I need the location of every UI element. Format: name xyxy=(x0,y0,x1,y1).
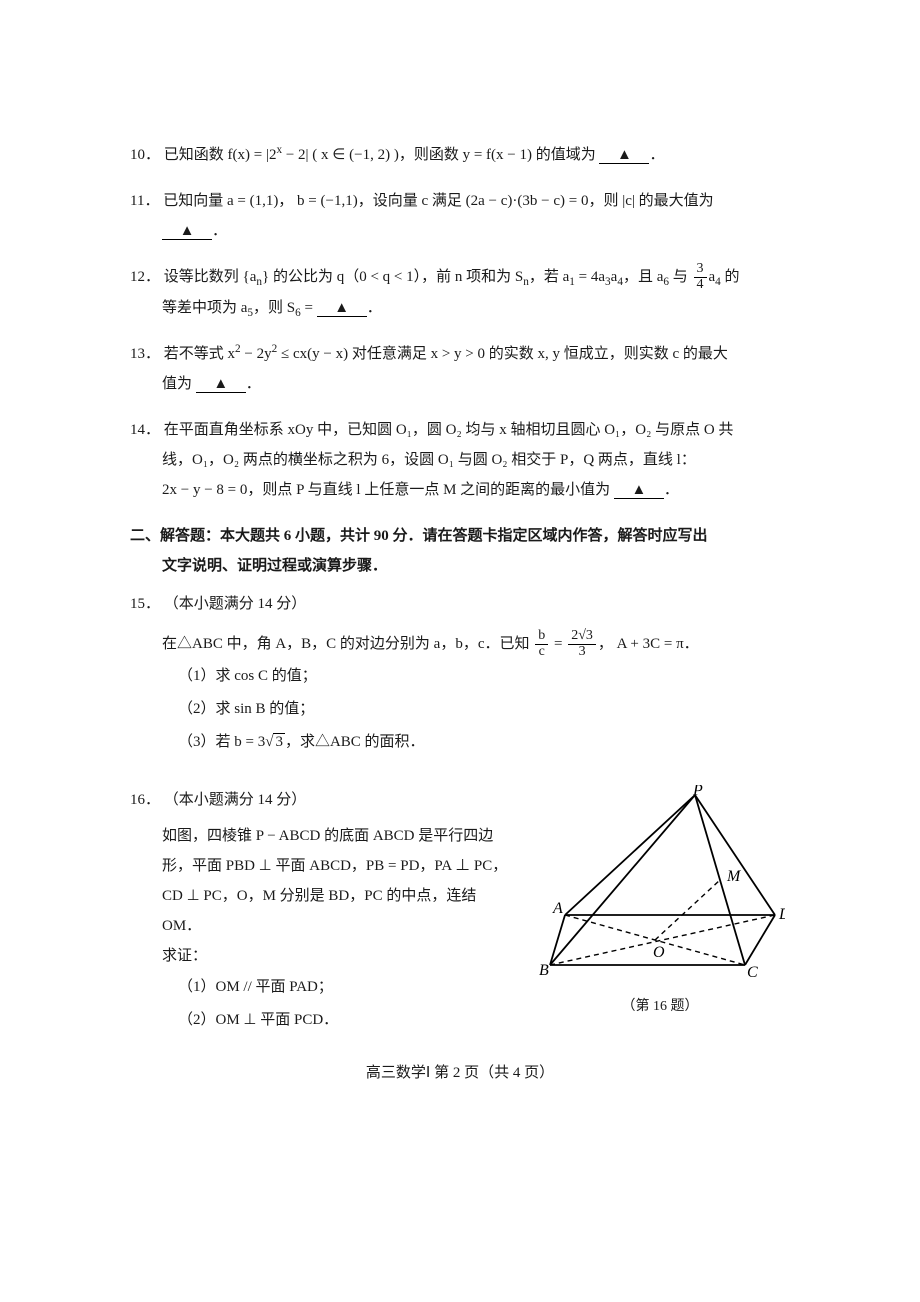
problem-text-line2: 等差中项为 a5，则 S6 = ▲． xyxy=(130,293,790,323)
label-M: M xyxy=(726,868,742,885)
exam-page: 10． 已知函数 f(x) = |2x − 2| ( x ∈ (−1, 2) )… xyxy=(0,0,920,1302)
subpart-2: （2）求 sin B 的值； xyxy=(130,693,790,726)
label-P: P xyxy=(692,785,703,799)
fraction: 34 xyxy=(694,262,707,292)
problem-12: 12． 设等比数列 {an} 的公比为 q（0 < q < 1），前 n 项和为… xyxy=(130,262,790,323)
problem-head: （本小题满分 14 分） xyxy=(164,792,307,808)
problem-16: 16． （本小题满分 14 分） 如图，四棱锥 P − ABCD 的底面 ABC… xyxy=(130,785,790,1037)
label-D: D xyxy=(778,906,785,923)
answer-blank: ▲ xyxy=(599,148,649,164)
subpart-3: （3）若 b = 3√3，求△ABC 的面积． xyxy=(130,726,790,759)
figure-caption: （第 16 题） xyxy=(530,993,790,1021)
problem-text: 若不等式 x2 − 2y2 ≤ cx(y − x) 对任意满足 x > y > … xyxy=(164,346,728,362)
problem-number: 13． xyxy=(130,339,160,369)
pyramid-diagram: P A B C D M O xyxy=(535,785,785,985)
problem-text-line2: ▲． xyxy=(130,216,790,246)
problem-number: 11． xyxy=(130,186,159,216)
problem-head: （本小题满分 14 分） xyxy=(164,596,307,612)
answer-blank: ▲ xyxy=(162,224,212,240)
page-footer: 高三数学Ⅰ 第 2 页（共 4 页） xyxy=(130,1061,790,1082)
problem-15: 15． （本小题满分 14 分） 在△ABC 中，角 A，B，C 的对边分别为 … xyxy=(130,589,790,759)
label-B: B xyxy=(539,962,549,979)
problem-14: 14． 在平面直角坐标系 xOy 中，已知圆 O₁，圆 O₂ 均与 x 轴相切且… xyxy=(130,415,790,505)
subpart-1: （1）OM // 平面 PAD； xyxy=(130,971,518,1004)
problem-number: 16． xyxy=(130,785,160,815)
problem-number: 14． xyxy=(130,415,160,445)
subpart-2: （2）OM ⊥ 平面 PCD． xyxy=(130,1004,518,1037)
problem-text: 已知向量 a = (1,1)， b = (−1,1)，设向量 c 满足 (2a … xyxy=(163,193,713,209)
problem-10: 10． 已知函数 f(x) = |2x − 2| ( x ∈ (−1, 2) )… xyxy=(130,140,790,170)
problem-body: 如图，四棱锥 P − ABCD 的底面 ABCD 是平行四边 形，平面 PBD … xyxy=(130,821,518,971)
label-C: C xyxy=(747,964,758,981)
problem-13: 13． 若不等式 x2 − 2y2 ≤ cx(y − x) 对任意满足 x > … xyxy=(130,339,790,399)
subpart-1: （1）求 cos C 的值； xyxy=(130,660,790,693)
problem-number: 10． xyxy=(130,140,160,170)
section-title: 二、解答题：本大题共 6 小题，共计 90 分．请在答题卡指定区域内作答，解答时… xyxy=(130,521,790,581)
problem-body: 在△ABC 中，角 A，B，C 的对边分别为 a，b，c．已知 bc = 2√3… xyxy=(130,629,790,660)
label-A: A xyxy=(552,900,563,917)
problem-number: 12． xyxy=(130,262,160,292)
figure-16: P A B C D M O （第 16 题） xyxy=(530,785,790,1021)
answer-blank: ▲ xyxy=(196,377,246,393)
problem-text: 已知函数 f(x) = |2x − 2| ( x ∈ (−1, 2) )，则函数… xyxy=(164,147,665,163)
problem-text-line2: 线，O₁，O₂ 两点的横坐标之积为 6，设圆 O₁ 与圆 O₂ 相交于 P，Q … xyxy=(130,445,790,475)
problem-11: 11． 已知向量 a = (1,1)， b = (−1,1)，设向量 c 满足 … xyxy=(130,186,790,246)
problem-number: 15． xyxy=(130,589,160,619)
problem-text: 在平面直角坐标系 xOy 中，已知圆 O₁，圆 O₂ 均与 x 轴相切且圆心 O… xyxy=(164,422,734,438)
problem-text-line2: 值为 ▲． xyxy=(130,369,790,399)
problem-text: 设等比数列 {an} 的公比为 q（0 < q < 1），前 n 项和为 Sn，… xyxy=(164,269,740,285)
fraction: 2√33 xyxy=(568,629,596,659)
answer-blank: ▲ xyxy=(317,301,367,317)
label-O: O xyxy=(653,944,665,961)
answer-blank: ▲ xyxy=(614,483,664,499)
problem-text-line3: 2x − y − 8 = 0，则点 P 与直线 l 上任意一点 M 之间的距离的… xyxy=(130,475,790,505)
fraction: bc xyxy=(535,629,548,659)
